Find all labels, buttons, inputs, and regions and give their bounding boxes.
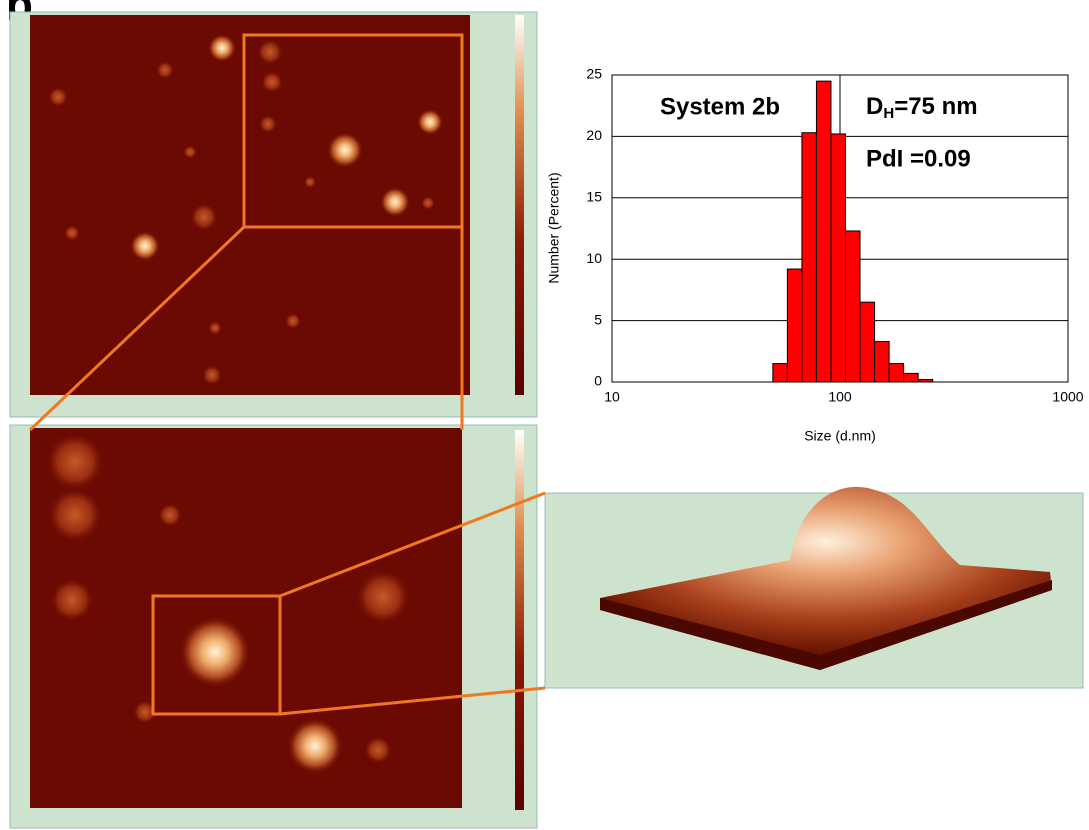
particles bbox=[45, 432, 411, 774]
y-tick-label: 20 bbox=[586, 127, 602, 143]
y-axis-title: Number (Percent) bbox=[546, 172, 562, 283]
annotation-part: =75 nm bbox=[894, 93, 977, 120]
color-bar bbox=[515, 430, 524, 810]
afm-top bbox=[9, 11, 538, 418]
bar bbox=[903, 372, 919, 383]
y-tick-label: 10 bbox=[586, 250, 602, 266]
connector-lines bbox=[28, 225, 546, 716]
annotation: DH=75 nm bbox=[866, 93, 978, 122]
zoom-box bbox=[151, 594, 282, 716]
bar bbox=[772, 363, 788, 383]
bar bbox=[815, 80, 832, 383]
afm-bottom bbox=[9, 424, 538, 829]
y-tick-label: 0 bbox=[594, 373, 602, 389]
bar bbox=[786, 268, 803, 383]
annotation: System 2b bbox=[660, 93, 780, 120]
annotation-part: H bbox=[883, 105, 894, 122]
bar bbox=[917, 379, 934, 383]
x-tick-label: 1000 bbox=[1052, 389, 1083, 405]
zoom-box bbox=[242, 33, 464, 229]
bar bbox=[801, 132, 817, 383]
x-tick-label: 100 bbox=[828, 389, 852, 405]
surface-edge bbox=[600, 580, 1052, 670]
annotation-part: D bbox=[866, 93, 883, 120]
x-tick-label: 10 bbox=[604, 389, 620, 405]
annotation: PdI =0.09 bbox=[866, 145, 971, 172]
y-tick-label: 25 bbox=[586, 66, 602, 82]
afm-3d bbox=[544, 486, 1084, 689]
histogram-chart: System 2b DH=75 nm PdI =0.09 Size (d.nm)… bbox=[546, 66, 1084, 444]
particles bbox=[48, 34, 443, 385]
color-bar bbox=[515, 15, 524, 395]
bar bbox=[874, 340, 890, 383]
y-tick-label: 5 bbox=[594, 311, 602, 327]
bar bbox=[888, 363, 905, 383]
x-axis-title: Size (d.nm) bbox=[804, 428, 876, 444]
bar bbox=[859, 301, 876, 383]
y-tick-label: 15 bbox=[586, 189, 602, 205]
bar bbox=[830, 133, 846, 383]
bar bbox=[844, 230, 861, 383]
